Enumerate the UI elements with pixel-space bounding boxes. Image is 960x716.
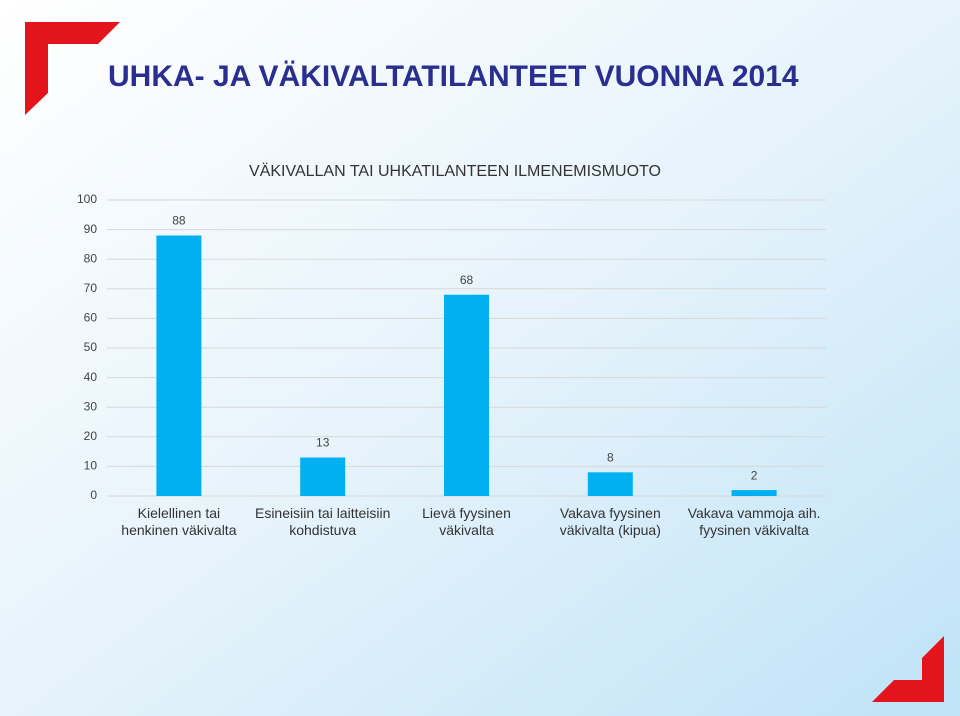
bar	[300, 457, 346, 496]
y-tick-label: 90	[84, 222, 98, 236]
slide-title: UHKA- JA VÄKIVALTATILANTEET VUONNA 2014	[108, 60, 799, 93]
y-tick-label: 70	[84, 281, 98, 295]
chart-title: VÄKIVALLAN TAI UHKATILANTEEN ILMENEMISMU…	[249, 162, 661, 180]
y-tick-label: 40	[84, 370, 98, 384]
x-tick-label-line: väkivalta	[439, 522, 494, 538]
x-tick-label-line: fyysinen väkivalta	[699, 522, 809, 538]
x-tick-label-line: väkivalta (kipua)	[560, 522, 661, 538]
x-tick-label-line: Esineisiin tai laitteisiin	[255, 505, 390, 521]
x-tick-label-line: Lievä fyysinen	[422, 505, 511, 521]
y-tick-label: 20	[84, 429, 98, 443]
bar	[731, 490, 777, 496]
x-tick-label: Kielellinen tai henkinen väkivalta	[121, 505, 236, 538]
data-label: 68	[460, 273, 474, 287]
y-tick-label: 30	[84, 399, 98, 413]
x-tick-label-line: Vakava fyysinen	[560, 505, 661, 521]
bar	[444, 294, 489, 496]
bar	[156, 235, 202, 496]
x-tick-label-line: Kielellinen tai	[138, 505, 221, 521]
x-tick-label: Vakava vammoja aih. fyysinen väkivalta	[688, 505, 821, 538]
y-tick-label: 60	[84, 311, 98, 325]
x-tick-label: Lievä fyysinen väkivalta	[422, 505, 511, 538]
y-tick-label: 10	[84, 459, 98, 473]
y-tick-label: 80	[84, 251, 98, 265]
x-tick-label-line: henkinen väkivalta	[121, 522, 236, 538]
corner-decoration	[872, 636, 944, 702]
corner-decoration	[25, 22, 120, 115]
data-label: 8	[607, 450, 614, 464]
data-label: 13	[316, 436, 330, 450]
y-tick-label: 50	[84, 340, 98, 354]
y-tick-label: 0	[90, 488, 97, 502]
bar	[587, 472, 633, 496]
x-tick-label-line: Vakava vammoja aih.	[688, 505, 821, 521]
data-label: 2	[751, 468, 758, 482]
y-tick-label: 100	[77, 192, 97, 206]
x-tick-label: Vakava fyysinen väkivalta (kipua)	[560, 505, 661, 538]
x-tick-label-line: kohdistuva	[289, 522, 356, 538]
data-label: 88	[172, 214, 186, 228]
x-tick-label: Esineisiin tai laitteisiin kohdistuva	[255, 505, 390, 538]
